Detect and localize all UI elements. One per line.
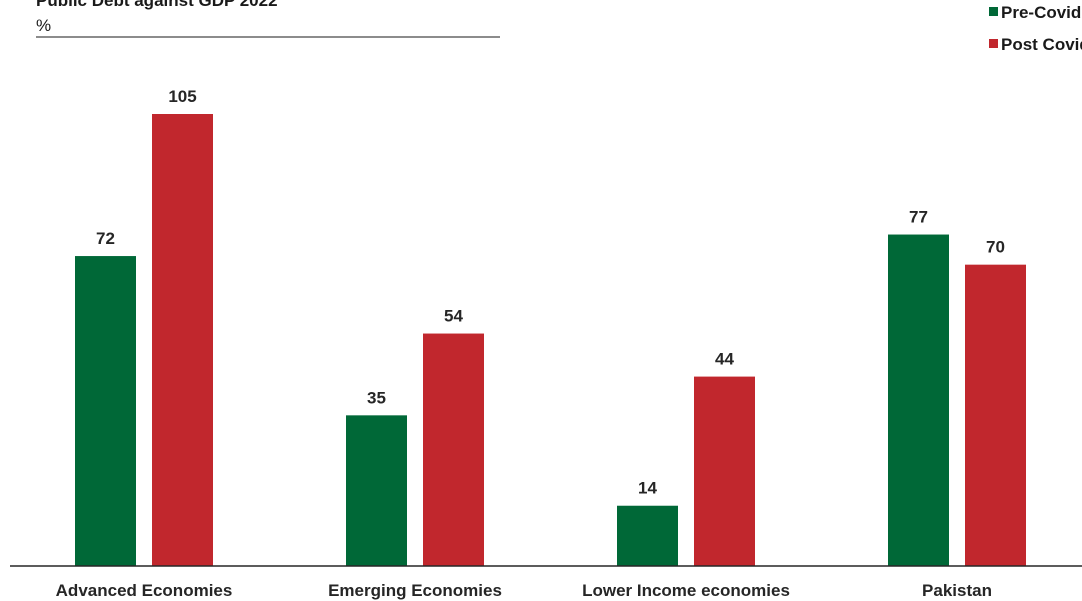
value-label-advanced-economies-post-covid: 105 [168,87,196,106]
value-label-emerging-economies-post-covid: 54 [444,307,463,326]
legend-label-post-covid: Post Covid [1001,35,1082,54]
value-label-lower-income-economies-post-covid: 44 [715,350,734,369]
value-label-pakistan-pre-covid: 77 [909,208,928,227]
bar-emerging-economies-post-covid [423,333,484,566]
legend: Pre-Covid Post Covid [989,3,1082,54]
bar-advanced-economies-post-covid [152,114,213,566]
value-label-emerging-economies-pre-covid: 35 [367,388,386,407]
bars-group [75,114,1026,567]
value-labels-group: 72 105 35 54 14 44 77 70 [96,87,1005,498]
value-label-pakistan-post-covid: 70 [986,238,1005,257]
category-label-lower-income-economies: Lower Income economies [582,581,790,600]
bar-emerging-economies-pre-covid [346,415,407,566]
bar-advanced-economies-pre-covid [75,256,136,566]
value-label-lower-income-economies-pre-covid: 14 [638,479,657,498]
value-label-advanced-economies-pre-covid: 72 [96,229,115,248]
chart-unit: % [36,16,51,35]
category-label-advanced-economies: Advanced Economies [56,581,233,600]
bar-lower-income-economies-post-covid [694,376,755,566]
category-labels-group: Advanced Economies Emerging Economies Lowe… [56,581,992,600]
legend-swatch-post-covid [989,39,998,48]
bar-pakistan-post-covid [965,264,1026,566]
bar-pakistan-pre-covid [888,234,949,567]
legend-swatch-pre-covid [989,7,998,16]
category-label-emerging-economies: Emerging Economies [328,581,502,600]
bar-lower-income-economies-pre-covid [617,505,678,566]
legend-label-pre-covid: Pre-Covid [1001,3,1081,22]
chart-title: Public Debt against GDP 2022 [36,0,278,10]
category-label-pakistan: Pakistan [922,581,992,600]
